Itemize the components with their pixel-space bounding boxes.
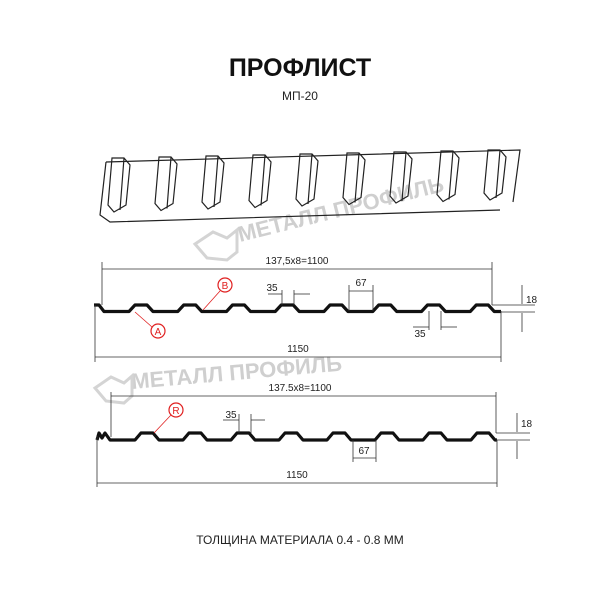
- sheet-rib: [107, 157, 131, 213]
- profile-2: 137.5x8=1100 1150 35 67 18 R: [95, 383, 533, 487]
- profile-2-shape: [95, 431, 497, 442]
- profile-1-width-label: 1150: [287, 344, 309, 355]
- marker-b: [217, 277, 233, 293]
- watermark-text: МЕТАЛЛ ПРОФИЛЬ: [235, 171, 446, 246]
- profile-1-height-label: 18: [526, 295, 538, 306]
- sheet-outline: [99, 149, 521, 223]
- sheet-3d-view: [99, 149, 521, 223]
- marker-a: [150, 323, 166, 339]
- sheet-rib: [201, 155, 225, 210]
- profile-1-top-width-label: 35: [266, 283, 278, 294]
- sheet-rib: [389, 151, 413, 204]
- marker-a-label: A: [155, 327, 162, 338]
- profile-2-height-label: 18: [521, 419, 533, 430]
- profile-2-top-width-label: 35: [225, 410, 237, 421]
- watermark-logo-icon: [92, 372, 134, 405]
- profile-1-shape: [94, 303, 501, 314]
- sheet-rib: [154, 156, 178, 212]
- page-subtitle: МП-20: [282, 89, 318, 103]
- profile-1-lower-35-label: 35: [414, 329, 426, 340]
- profile-1-pitch-label: 137,5x8=1100: [266, 256, 329, 267]
- sheet-rib: [295, 153, 319, 207]
- marker-b-label: B: [222, 281, 229, 292]
- page-title: ПРОФЛИСТ: [229, 54, 371, 82]
- watermark-logo-icon: [192, 226, 239, 262]
- sheet-rib: [342, 152, 366, 206]
- watermark-1: МЕТАЛЛ ПРОФИЛЬ: [235, 171, 446, 246]
- profile-2-pitch-label: 137.5x8=1100: [269, 383, 332, 394]
- marker-r: [168, 402, 184, 418]
- sheet-rib: [248, 154, 272, 209]
- sheet-rib: [483, 149, 507, 201]
- material-thickness-note: ТОЛЩИНА МАТЕРИАЛА 0.4 - 0.8 ММ: [196, 533, 404, 547]
- marker-r-label: R: [172, 406, 179, 417]
- profile-1: 137,5x8=1100 1150 35 67 35 18 A B: [94, 256, 538, 362]
- profile-2-bottom-width-label: 67: [358, 446, 370, 457]
- profile-2-dimensions: [96, 392, 530, 487]
- profile-2-width-label: 1150: [286, 470, 308, 481]
- profile-1-bottom-width-label: 67: [355, 278, 367, 289]
- profile-1-dimensions: [94, 262, 535, 362]
- sheet-rib: [436, 150, 460, 203]
